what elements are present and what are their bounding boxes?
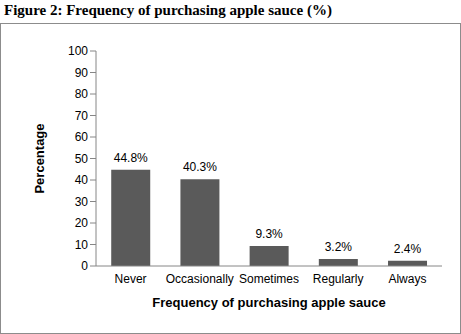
svg-text:10: 10 <box>75 238 89 252</box>
svg-text:20: 20 <box>75 216 89 230</box>
svg-text:Always: Always <box>388 272 426 286</box>
svg-text:3.2%: 3.2% <box>325 240 353 254</box>
svg-text:40.3%: 40.3% <box>183 160 217 174</box>
svg-text:40: 40 <box>75 173 89 187</box>
svg-text:50: 50 <box>75 152 89 166</box>
svg-text:Regularly: Regularly <box>313 272 364 286</box>
svg-text:2.4%: 2.4% <box>394 242 422 256</box>
svg-text:Occasionally: Occasionally <box>166 272 234 286</box>
svg-text:Frequency of purchasing apple: Frequency of purchasing apple sauce <box>152 295 385 310</box>
svg-text:90: 90 <box>75 66 89 80</box>
svg-text:Never: Never <box>115 272 147 286</box>
svg-text:70: 70 <box>75 109 89 123</box>
svg-text:60: 60 <box>75 130 89 144</box>
svg-text:30: 30 <box>75 195 89 209</box>
svg-text:80: 80 <box>75 87 89 101</box>
svg-text:0: 0 <box>81 259 88 273</box>
svg-text:Percentage: Percentage <box>32 123 47 193</box>
svg-text:9.3%: 9.3% <box>255 227 283 241</box>
html-text:Figure 2: Frequency of purchas: Figure 2: Frequency of purchasing apple … <box>4 2 332 18</box>
svg-text:44.8%: 44.8% <box>114 151 148 165</box>
svg-text:100: 100 <box>68 44 88 58</box>
svg-text:Sometimes: Sometimes <box>239 272 299 286</box>
